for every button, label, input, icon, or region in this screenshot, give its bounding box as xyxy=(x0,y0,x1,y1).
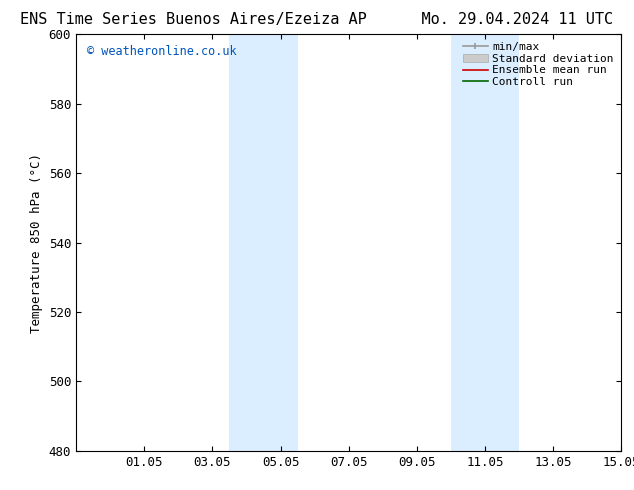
Y-axis label: Temperature 850 hPa (°C): Temperature 850 hPa (°C) xyxy=(30,152,43,333)
Legend: min/max, Standard deviation, Ensemble mean run, Controll run: min/max, Standard deviation, Ensemble me… xyxy=(461,40,616,89)
Text: © weatheronline.co.uk: © weatheronline.co.uk xyxy=(87,45,236,58)
Bar xyxy=(264,34,297,451)
Text: ENS Time Series Buenos Aires/Ezeiza AP      Mo. 29.04.2024 11 UTC: ENS Time Series Buenos Aires/Ezeiza AP M… xyxy=(20,12,614,27)
Bar xyxy=(230,34,264,451)
Bar xyxy=(451,34,485,451)
Bar xyxy=(485,34,519,451)
